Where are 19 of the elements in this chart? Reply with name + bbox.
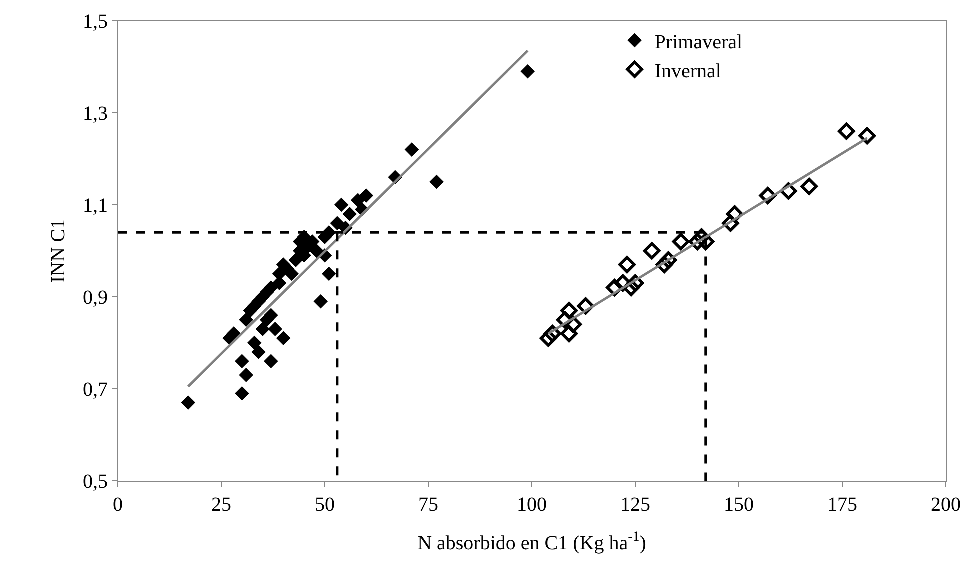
x-tick-label: 75 <box>418 494 438 516</box>
legend-label: Invernal <box>654 60 722 82</box>
y-tick-label: 0,9 <box>83 287 108 309</box>
x-tick-label: 100 <box>517 494 547 516</box>
x-tick-label: 200 <box>931 494 961 516</box>
y-tick-label: 1,5 <box>83 11 108 33</box>
y-tick-label: 0,5 <box>83 471 108 493</box>
x-axis-title: N absorbido en C1 (Kg ha$^{-1}$) <box>418 530 646 554</box>
x-tick-label: 50 <box>315 494 335 516</box>
legend-label: Primaveral <box>654 31 743 54</box>
x-tick-label: 0 <box>113 494 123 516</box>
x-tick-label: 25 <box>212 494 232 516</box>
y-tick-label: 0,7 <box>83 379 108 401</box>
y-axis-title: INN C1 <box>48 219 70 283</box>
y-tick-label: 1,3 <box>83 103 108 125</box>
y-tick-label: 1,1 <box>83 195 108 217</box>
x-tick-label: 125 <box>620 494 650 516</box>
x-tick-label: 150 <box>724 494 754 516</box>
x-tick-label: 175 <box>828 494 858 516</box>
